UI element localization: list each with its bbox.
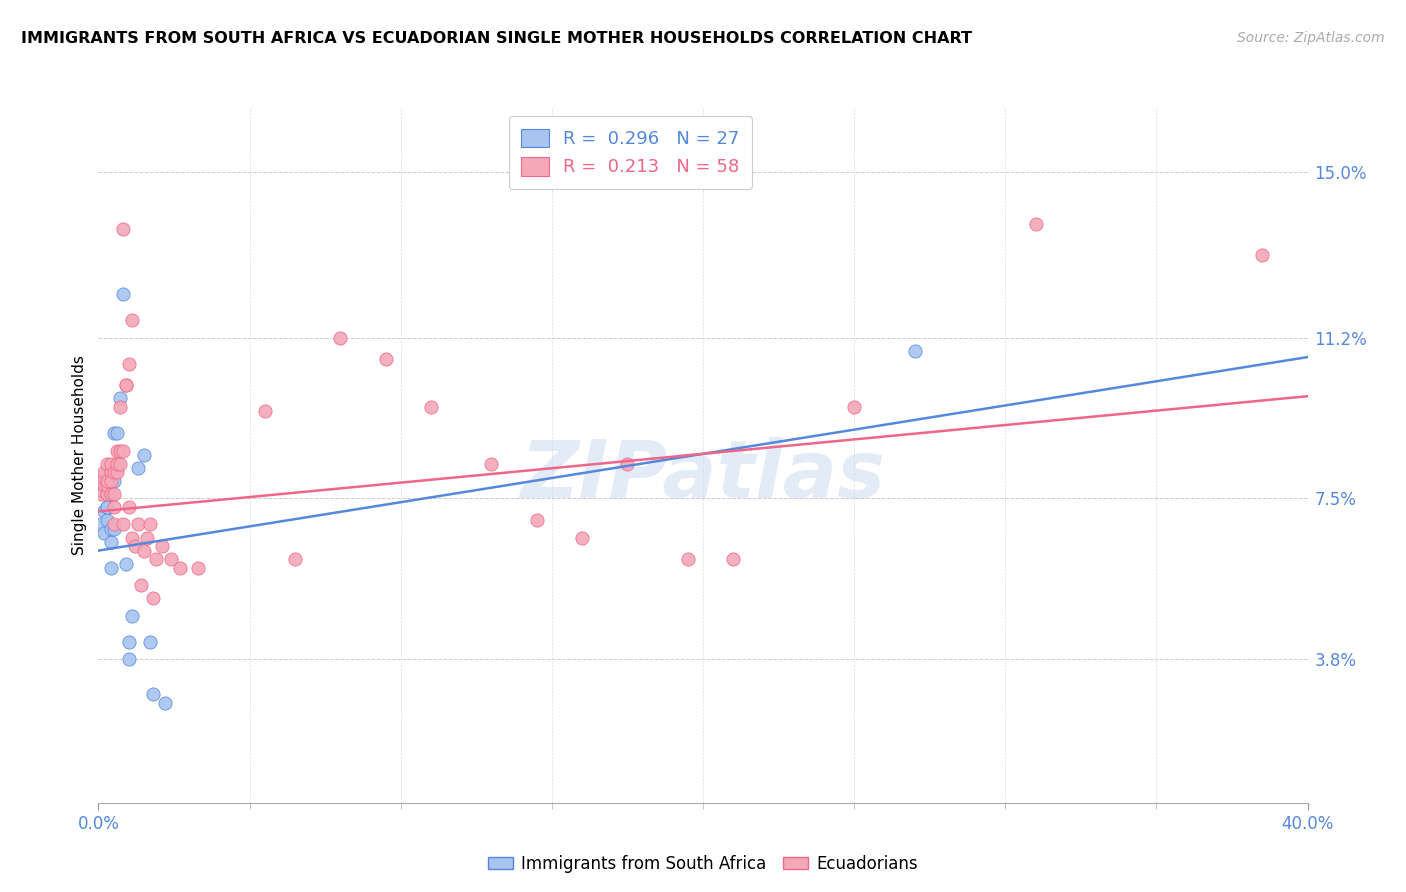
- Point: [481, 457, 503, 471]
- Text: Source: ZipAtlas.com: Source: ZipAtlas.com: [1237, 31, 1385, 45]
- Point: [108, 443, 131, 458]
- Point: [142, 687, 165, 701]
- Point: [108, 400, 131, 414]
- Point: [100, 534, 122, 549]
- Point: [93, 466, 115, 480]
- Point: [100, 522, 122, 536]
- Point: [723, 552, 745, 566]
- Point: [93, 478, 115, 492]
- Point: [420, 400, 443, 414]
- Point: [108, 457, 131, 471]
- Point: [103, 522, 125, 536]
- Point: [169, 561, 191, 575]
- Point: [121, 313, 143, 327]
- Point: [153, 696, 176, 710]
- Point: [114, 378, 136, 392]
- Point: [96, 513, 118, 527]
- Point: [111, 287, 134, 301]
- Point: [114, 557, 136, 571]
- Point: [374, 352, 396, 367]
- Point: [187, 561, 209, 575]
- Point: [118, 652, 141, 666]
- Point: [105, 443, 128, 458]
- Legend: Immigrants from South Africa, Ecuadorians: Immigrants from South Africa, Ecuadorian…: [481, 848, 925, 880]
- Point: [571, 531, 593, 545]
- Point: [111, 443, 134, 458]
- Point: [150, 539, 173, 553]
- Point: [96, 457, 118, 471]
- Point: [103, 487, 125, 501]
- Point: [96, 474, 118, 488]
- Point: [100, 474, 122, 488]
- Point: [96, 487, 118, 501]
- Point: [114, 378, 136, 392]
- Point: [142, 591, 165, 606]
- Point: [160, 552, 183, 566]
- Point: [111, 222, 134, 236]
- Point: [103, 426, 125, 441]
- Point: [105, 426, 128, 441]
- Point: [124, 539, 146, 553]
- Point: [103, 466, 125, 480]
- Point: [96, 500, 118, 514]
- Point: [121, 608, 143, 623]
- Text: IMMIGRANTS FROM SOUTH AFRICA VS ECUADORIAN SINGLE MOTHER HOUSEHOLDS CORRELATION : IMMIGRANTS FROM SOUTH AFRICA VS ECUADORI…: [21, 31, 972, 46]
- Point: [139, 635, 162, 649]
- Point: [129, 578, 152, 592]
- Point: [96, 478, 118, 492]
- Point: [100, 487, 122, 501]
- Point: [105, 466, 128, 480]
- Point: [121, 531, 143, 545]
- Text: ZIPatlas: ZIPatlas: [520, 437, 886, 515]
- Point: [526, 513, 548, 527]
- Point: [135, 531, 157, 545]
- Point: [93, 469, 115, 483]
- Point: [103, 474, 125, 488]
- Point: [676, 552, 699, 566]
- Point: [118, 357, 141, 371]
- Point: [103, 517, 125, 532]
- Point: [139, 517, 162, 532]
- Point: [132, 448, 155, 462]
- Point: [103, 500, 125, 514]
- Point: [616, 457, 638, 471]
- Point: [100, 487, 122, 501]
- Point: [105, 457, 128, 471]
- Point: [118, 500, 141, 514]
- Point: [127, 461, 149, 475]
- Point: [844, 400, 866, 414]
- Point: [100, 457, 122, 471]
- Point: [904, 343, 927, 358]
- Point: [90, 483, 112, 497]
- Point: [108, 392, 131, 406]
- Point: [145, 552, 167, 566]
- Point: [284, 552, 307, 566]
- Point: [93, 504, 115, 518]
- Point: [329, 330, 352, 344]
- Y-axis label: Single Mother Households: Single Mother Households: [72, 355, 87, 555]
- Point: [100, 561, 122, 575]
- Point: [1251, 248, 1274, 262]
- Point: [100, 466, 122, 480]
- Point: [93, 526, 115, 541]
- Legend: R =  0.296   N = 27, R =  0.213   N = 58: R = 0.296 N = 27, R = 0.213 N = 58: [509, 116, 752, 189]
- Point: [111, 517, 134, 532]
- Point: [96, 500, 118, 514]
- Point: [253, 404, 276, 418]
- Point: [118, 635, 141, 649]
- Point: [105, 461, 128, 475]
- Point: [90, 517, 112, 532]
- Point: [127, 517, 149, 532]
- Point: [132, 543, 155, 558]
- Point: [90, 487, 112, 501]
- Point: [1024, 218, 1046, 232]
